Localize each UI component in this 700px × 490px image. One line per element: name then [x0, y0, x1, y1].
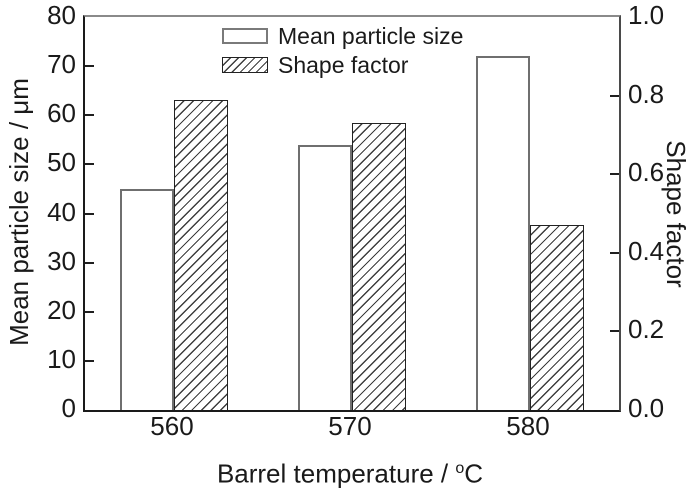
bar-mean-particle-size-560 — [120, 188, 174, 410]
left-axis-tick-label: 20 — [47, 294, 76, 325]
plot-area — [83, 15, 621, 412]
x-axis-title-degree: o — [455, 460, 465, 477]
x-axis-tick-label: 560 — [150, 411, 194, 441]
bar-mean-particle-size-580 — [476, 56, 530, 410]
bar-shape-factor-580 — [530, 225, 584, 410]
right-axis-tick-label: 0.4 — [628, 235, 665, 266]
left-axis-tick — [85, 310, 94, 313]
right-axis-tick-label: 0.2 — [628, 314, 665, 345]
x-axis-tick-label: 580 — [506, 411, 550, 441]
x-axis-title: Barrel temperature / oC — [83, 454, 617, 489]
left-axis-tick-label: 10 — [47, 343, 76, 374]
left-axis-tick — [85, 114, 94, 117]
left-axis-tick-label: 40 — [47, 196, 76, 227]
right-axis-tick-label: 1.0 — [628, 0, 665, 30]
left-axis-tick — [85, 359, 94, 362]
right-axis-tick — [610, 173, 619, 176]
right-axis-title: Shape factor — [661, 140, 691, 288]
x-axis-title-unit: C — [464, 458, 484, 489]
bar-mean-particle-size-570 — [298, 144, 352, 410]
legend: Mean particle size Shape factor — [222, 24, 463, 85]
left-axis-tick — [85, 65, 94, 68]
legend-item-shape-factor: Shape factor — [222, 53, 463, 77]
left-axis-tick-label: 70 — [47, 49, 76, 80]
left-axis-tick — [85, 163, 94, 166]
x-axis-tick-label: 570 — [328, 411, 372, 441]
right-axis-tick-label: 0.0 — [628, 393, 665, 423]
legend-item-mean-particle-size: Mean particle size — [222, 24, 463, 48]
hatched-bar-swatch-icon — [222, 56, 268, 73]
bar-shape-factor-570 — [352, 123, 406, 410]
right-axis-tick-label: 0.6 — [628, 157, 665, 188]
left-axis-tick-label: 30 — [47, 245, 76, 276]
left-axis-tick — [85, 261, 94, 264]
left-axis-tick-label: 80 — [47, 0, 76, 30]
legend-label-shape-factor: Shape factor — [278, 51, 409, 78]
bar-shape-factor-560 — [174, 99, 228, 410]
legend-label-mean-particle-size: Mean particle size — [278, 22, 464, 49]
left-axis-tick — [85, 212, 94, 215]
left-axis-tick-label: 60 — [47, 98, 76, 129]
right-axis-tick — [610, 251, 619, 254]
right-axis-tick — [610, 330, 619, 333]
right-axis-tick-label: 0.8 — [628, 78, 665, 109]
right-axis-tick — [610, 94, 619, 97]
open-bar-swatch-icon — [222, 27, 268, 44]
left-axis-tick-label: 0 — [61, 393, 76, 423]
left-axis-tick-label: 50 — [47, 147, 76, 178]
x-axis-title-text: Barrel temperature / — [216, 458, 456, 489]
